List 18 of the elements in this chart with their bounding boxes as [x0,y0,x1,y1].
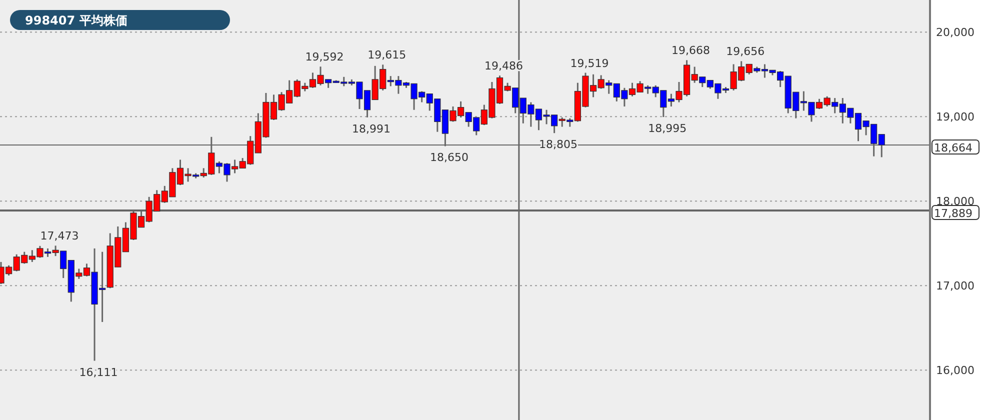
ref-line-label: 17,889 [934,207,972,220]
text: 998407 平均株価 [25,14,128,28]
annotation: 17,473 [40,230,79,243]
annotation: 19,592 [305,50,344,64]
y-tick-label: 18,000 [936,195,974,208]
y-tick-label: 20,000 [936,26,974,40]
annotation: 18,995 [648,122,687,136]
annotation: 19,668 [672,44,710,58]
y-tick-label: 19,000 [936,110,974,124]
annotation: 19,519 [570,56,609,70]
y-tick-label: 16,000 [936,364,974,378]
ref-line-label: 18,664 [934,142,972,155]
annotation: 16,111 [79,366,118,379]
annotation: 19,615 [368,48,406,62]
annotation: 18,991 [352,122,391,136]
annotation: 19,656 [726,45,765,58]
y-tick-label: 17,000 [936,280,974,293]
annotation: 18,650 [430,151,468,164]
